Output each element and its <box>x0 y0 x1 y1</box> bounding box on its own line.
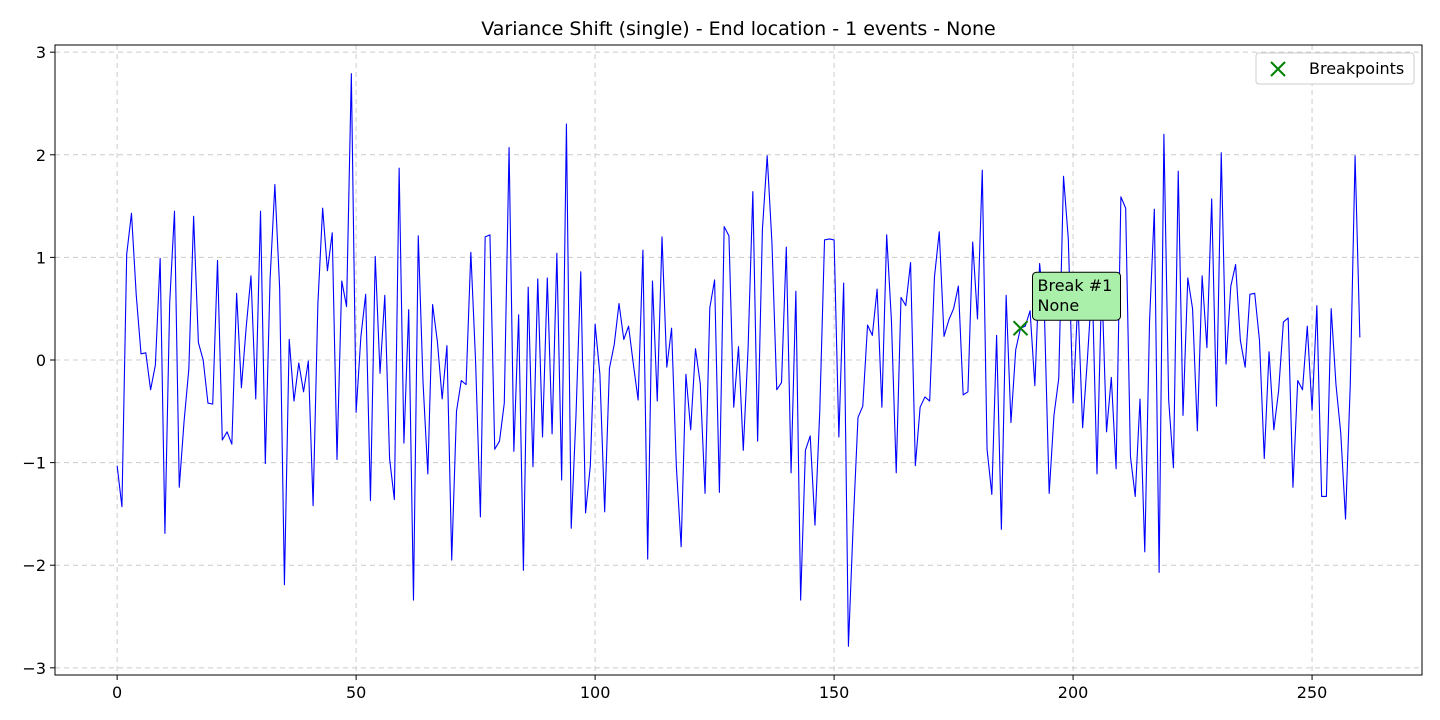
x-tick-label: 200 <box>1058 683 1089 702</box>
legend-breakpoint-marker-icon <box>1270 61 1286 77</box>
legend-label: Breakpoints <box>1309 59 1404 78</box>
annotation-title: Break #1 <box>1038 276 1113 295</box>
x-tick-label: 50 <box>346 683 366 702</box>
axis-ticks: 0 50 100 150 200 250 −3 −2 −1 0 1 2 3 <box>22 43 1327 702</box>
y-tick-label: −3 <box>22 659 46 678</box>
x-tick-label: 250 <box>1297 683 1328 702</box>
series-line <box>116 73 1361 647</box>
legend-box <box>1255 52 1415 85</box>
series-layer <box>116 73 1361 647</box>
breakpoint-layer <box>1012 320 1029 336</box>
y-tick-label: 3 <box>36 43 46 62</box>
y-tick-label: −1 <box>22 454 46 473</box>
x-tick-label: 0 <box>112 683 122 702</box>
y-tick-label: 2 <box>36 146 46 165</box>
y-tick-label: −2 <box>22 556 46 575</box>
x-tick-label: 100 <box>580 683 611 702</box>
x-tick-label: 150 <box>819 683 850 702</box>
annotation-value: None <box>1038 296 1080 315</box>
y-tick-label: 0 <box>36 351 46 370</box>
legend: Breakpoints <box>1255 52 1415 85</box>
annotation-box <box>1032 271 1122 321</box>
y-tick-label: 1 <box>36 248 46 267</box>
breakpoint-marker <box>1012 320 1029 336</box>
legend-x-glyph <box>1270 61 1286 77</box>
chart-title: Variance Shift (single) - End location -… <box>481 18 995 40</box>
